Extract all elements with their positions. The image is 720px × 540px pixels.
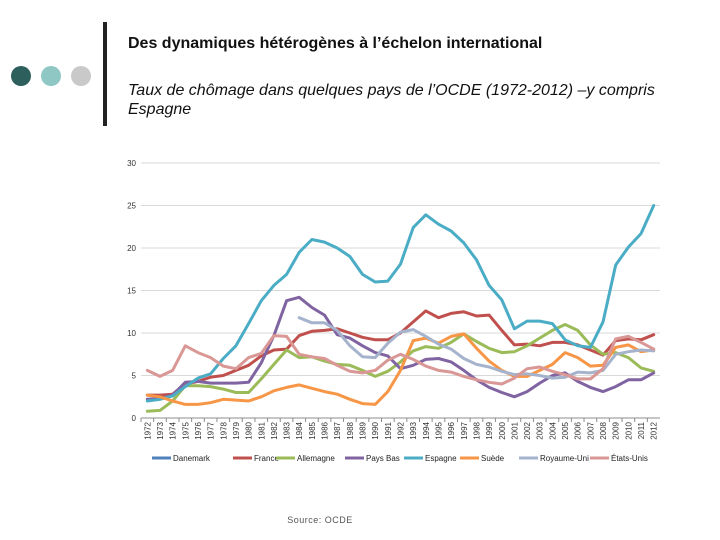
legend-label: Suède xyxy=(481,454,505,463)
x-tick-label: 1983 xyxy=(283,421,292,439)
decorative-dot-1 xyxy=(11,66,31,86)
legend: Danemark France Allemagne Pays Bas Espagne Su… xyxy=(152,454,648,463)
x-tick-label: 1993 xyxy=(409,421,418,439)
y-tick-label: 15 xyxy=(127,287,136,296)
y-tick-label: 10 xyxy=(127,329,136,338)
x-tick-label: 1989 xyxy=(359,421,368,439)
x-tick-label: 1995 xyxy=(434,421,443,439)
y-tick-label: 20 xyxy=(127,244,136,253)
x-tick-label: 2000 xyxy=(498,421,507,439)
series-line-5 xyxy=(145,332,656,406)
x-tick-label: 1977 xyxy=(207,421,216,439)
x-tick-label: 1979 xyxy=(232,421,241,439)
x-tick-label: 2008 xyxy=(599,421,608,439)
legend-label: Danemark xyxy=(173,454,211,463)
legend-label: États-Unis xyxy=(611,454,648,463)
legend-label: Espagne xyxy=(425,454,457,463)
x-tick-label: 1998 xyxy=(472,421,481,439)
x-tick-labels: 1972 1973 1974 1975 1976 1977 1978 1979 1980 1981… xyxy=(140,418,659,440)
x-tick-label: 2001 xyxy=(510,421,519,439)
series-lines xyxy=(145,204,656,413)
y-tick-labels: 0 5 10 15 20 25 30 xyxy=(127,159,136,423)
x-tick-label: 1978 xyxy=(219,421,228,439)
x-tick-label: 1974 xyxy=(169,421,178,439)
x-tick-label: 1997 xyxy=(460,421,469,439)
slide-subtitle: Taux de chômage dans quelques pays de l’… xyxy=(128,82,655,118)
x-tick-label: 2006 xyxy=(574,421,583,439)
series-line-7 xyxy=(145,334,656,386)
series-line-6 xyxy=(297,316,656,380)
decorative-dot-3 xyxy=(71,66,91,86)
x-tick-label: 1988 xyxy=(346,421,355,439)
x-tick-label: 2005 xyxy=(561,421,570,439)
x-tick-label: 1999 xyxy=(485,421,494,439)
source-note: Source: OCDE xyxy=(287,515,353,525)
x-tick-label: 2010 xyxy=(624,421,633,439)
y-tick-label: 25 xyxy=(127,202,136,211)
series-line-2 xyxy=(145,323,656,413)
x-tick-label: 2011 xyxy=(637,421,646,439)
x-tick-label: 1976 xyxy=(194,421,203,439)
series-line-3 xyxy=(145,295,656,401)
legend-label: Royaume-Uni xyxy=(540,454,589,463)
legend-label: Allemagne xyxy=(297,454,335,463)
y-tick-label: 5 xyxy=(132,372,137,381)
legend-label: Pays Bas xyxy=(366,454,400,463)
x-tick-label: 2009 xyxy=(612,421,621,439)
x-tick-label: 1987 xyxy=(333,421,342,439)
x-tick-label: 1981 xyxy=(257,421,266,439)
slide-title: Des dynamiques hétérogènes à l’échelon i… xyxy=(128,35,543,52)
y-tick-label: 0 xyxy=(132,414,137,423)
x-tick-label: 1972 xyxy=(143,421,152,439)
x-tick-label: 2007 xyxy=(586,421,595,439)
y-tick-label: 30 xyxy=(127,159,136,168)
x-tick-label: 1985 xyxy=(308,421,317,439)
title-divider-bar xyxy=(103,22,107,126)
x-tick-label: 1975 xyxy=(181,421,190,439)
x-tick-label: 2004 xyxy=(548,421,557,439)
x-tick-label: 1984 xyxy=(295,421,304,439)
decorative-dot-2 xyxy=(41,66,61,86)
x-tick-label: 1986 xyxy=(321,421,330,439)
x-tick-label: 1994 xyxy=(422,421,431,439)
x-tick-label: 1991 xyxy=(384,421,393,439)
x-tick-label: 2003 xyxy=(536,421,545,439)
x-tick-label: 1992 xyxy=(397,421,406,439)
x-tick-label: 1973 xyxy=(156,421,165,439)
x-tick-label: 1990 xyxy=(371,421,380,439)
legend-label: France xyxy=(254,454,279,463)
x-tick-label: 1980 xyxy=(245,421,254,439)
x-tick-label: 1996 xyxy=(447,421,456,439)
x-tick-label: 2002 xyxy=(523,421,532,439)
x-tick-label: 1982 xyxy=(270,421,279,439)
x-tick-label: 2012 xyxy=(650,421,659,439)
series-line-4 xyxy=(145,204,656,403)
